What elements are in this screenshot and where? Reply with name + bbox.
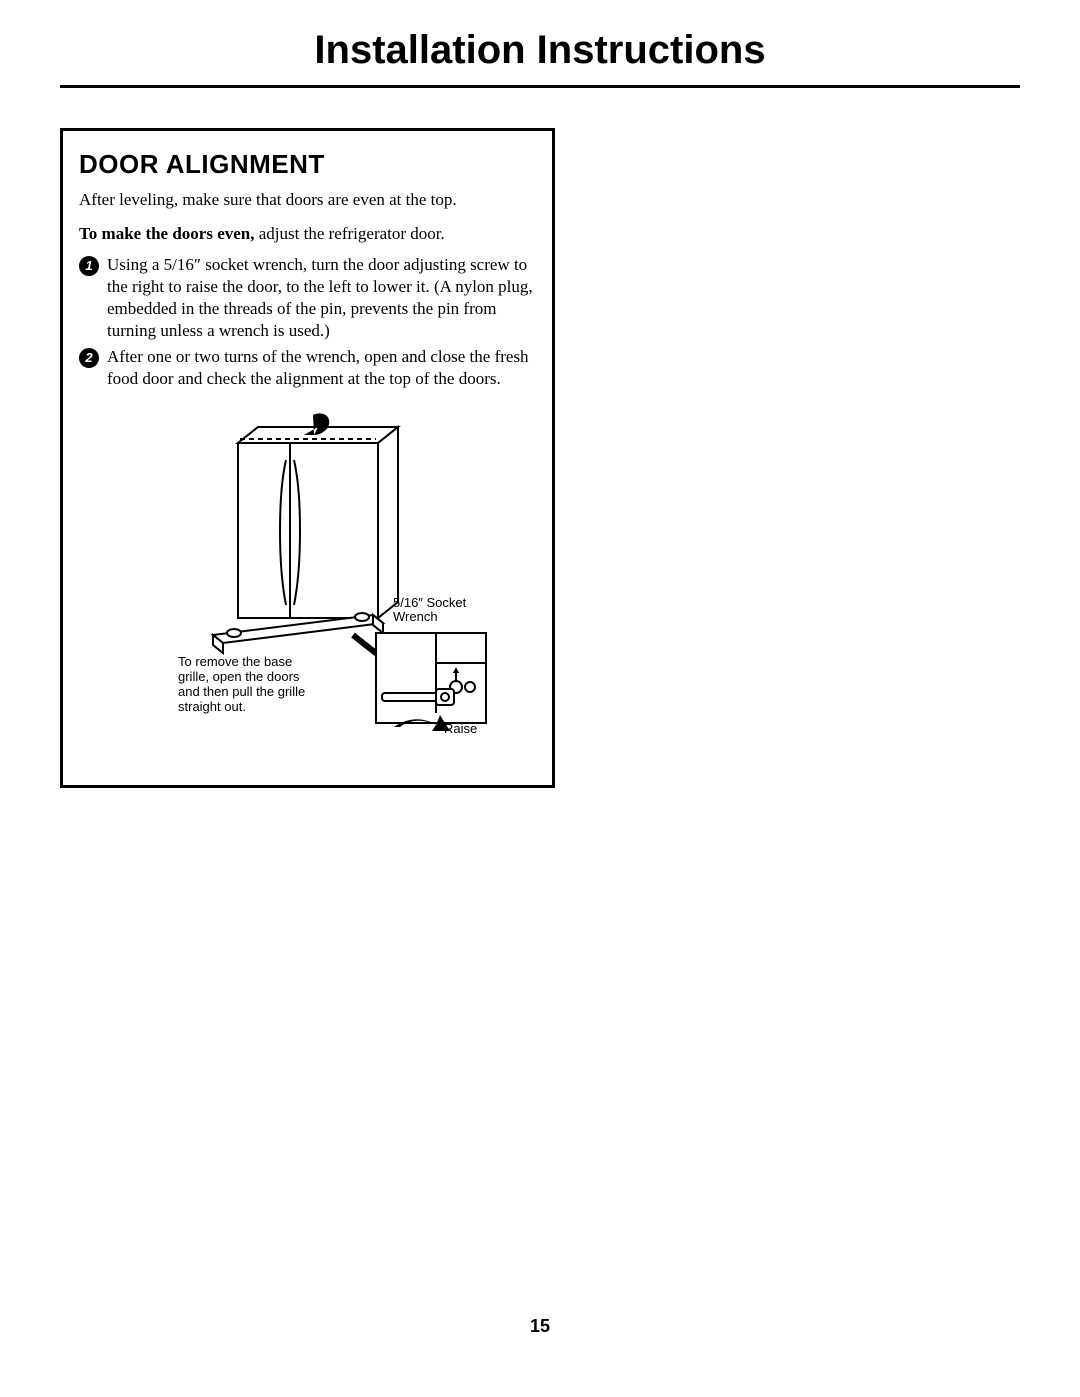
instruction-lead: To make the doors even, adjust the refri… bbox=[79, 224, 536, 244]
intro-text: After leveling, make sure that doors are… bbox=[79, 190, 536, 210]
diagram-wrap: To remove the base grille, open the door… bbox=[79, 405, 536, 765]
door-alignment-box: DOOR ALIGNMENT After leveling, make sure… bbox=[60, 128, 555, 788]
page-title: Installation Instructions bbox=[0, 0, 1080, 85]
step-text-2: After one or two turns of the wrench, op… bbox=[107, 346, 536, 390]
step-2: 2 After one or two turns of the wrench, … bbox=[79, 346, 536, 390]
wrench-caption: 5/16″ Socket Wrench bbox=[393, 596, 483, 625]
lead-rest: adjust the refrigerator door. bbox=[255, 224, 445, 243]
title-rule bbox=[60, 85, 1020, 88]
refrigerator-diagram: To remove the base grille, open the door… bbox=[118, 405, 498, 765]
step-text-1: Using a 5/16″ socket wrench, turn the do… bbox=[107, 254, 536, 342]
raise-caption: Raise bbox=[444, 721, 494, 736]
section-heading: DOOR ALIGNMENT bbox=[79, 149, 536, 180]
page-number: 15 bbox=[0, 1316, 1080, 1337]
grille-caption: To remove the base grille, open the door… bbox=[178, 655, 318, 715]
lead-bold: To make the doors even, bbox=[79, 224, 255, 243]
step-number-2: 2 bbox=[79, 348, 99, 368]
step-number-1: 1 bbox=[79, 256, 99, 276]
step-1: 1 Using a 5/16″ socket wrench, turn the … bbox=[79, 254, 536, 342]
